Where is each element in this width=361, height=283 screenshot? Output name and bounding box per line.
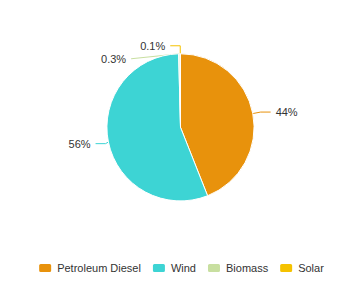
svg-text:56%: 56% [69,138,91,150]
svg-text:0.1%: 0.1% [140,40,165,52]
svg-text:Biomass: Biomass [226,262,269,274]
svg-text:Solar: Solar [298,262,324,274]
svg-text:Petroleum Diesel: Petroleum Diesel [57,262,141,274]
svg-text:44%: 44% [276,106,298,118]
svg-text:Wind: Wind [171,262,196,274]
svg-text:0.3%: 0.3% [101,53,126,65]
